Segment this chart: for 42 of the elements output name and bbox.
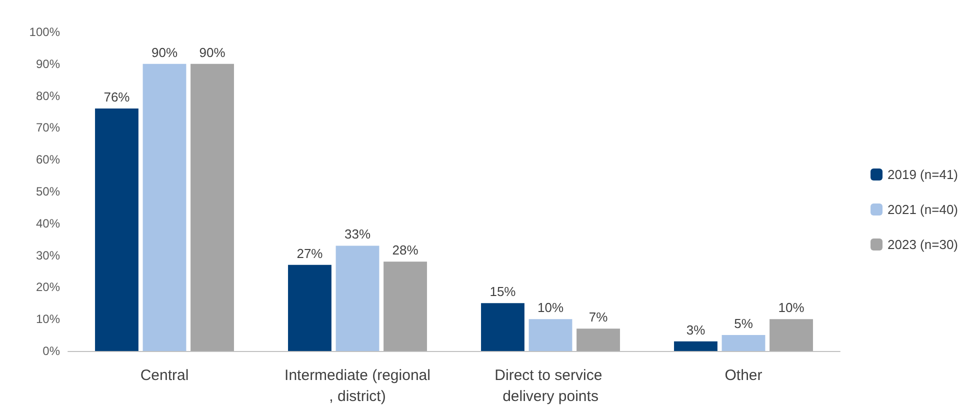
x-tick-label: Central — [140, 367, 189, 384]
data-label: 90% — [151, 44, 178, 60]
bar — [770, 319, 813, 351]
y-tick-label: 80% — [36, 88, 60, 103]
y-tick-label: 30% — [36, 248, 60, 262]
y-tick-label: 10% — [36, 312, 60, 326]
data-label: 28% — [392, 242, 419, 258]
data-label: 15% — [490, 284, 516, 300]
y-tick-label: 20% — [36, 280, 60, 294]
bar — [95, 108, 138, 351]
data-label: 27% — [296, 246, 324, 261]
legend-label: 2019 (n=41) — [888, 167, 958, 182]
y-tick-label: 40% — [36, 216, 60, 230]
bar — [288, 264, 332, 351]
y-tick-label: 70% — [36, 120, 60, 135]
bar — [336, 246, 380, 351]
y-tick-label: 0% — [42, 344, 60, 358]
data-label: 10% — [778, 300, 805, 316]
bar — [576, 328, 620, 351]
bar — [722, 335, 766, 351]
data-label: 76% — [104, 90, 130, 105]
bar — [481, 303, 524, 351]
legend-label: 2021 (n=40) — [888, 202, 958, 217]
bar — [384, 262, 427, 351]
x-tick-label: Intermediate (regional, district) — [284, 367, 430, 405]
bar — [142, 64, 186, 351]
data-label: 3% — [686, 322, 706, 338]
legend-label: 2023 (n=30) — [888, 237, 958, 252]
data-label: 7% — [588, 310, 608, 325]
data-label: 5% — [734, 316, 754, 332]
x-tick-label: Direct to service delivery points — [494, 367, 606, 405]
bar — [190, 64, 234, 351]
y-tick-label: 100% — [29, 25, 60, 39]
x-tick-label: Other — [724, 367, 762, 384]
bar — [674, 341, 718, 351]
data-label: 90% — [199, 44, 226, 60]
data-label: 33% — [344, 226, 371, 242]
bar — [528, 319, 572, 351]
data-label: 10% — [537, 300, 564, 316]
y-tick-label: 50% — [36, 184, 60, 198]
y-tick-label: 60% — [36, 152, 60, 167]
y-tick-label: 90% — [36, 56, 60, 71]
